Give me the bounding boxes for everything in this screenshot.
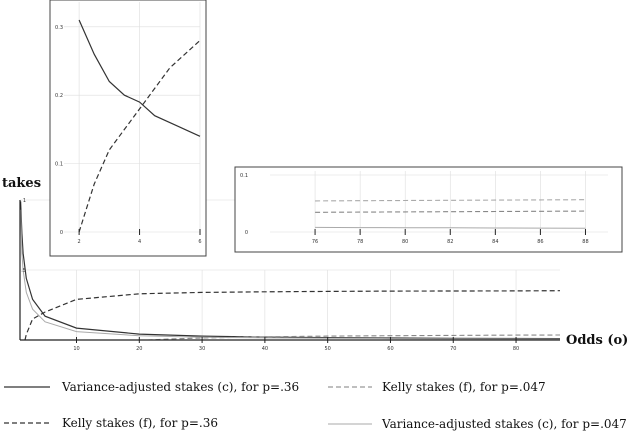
- inset-left-series: [78, 19, 201, 233]
- series-line-solid-dark: [78, 19, 201, 137]
- y-tick-label: 0: [245, 230, 248, 236]
- inset-right-chart: 76 78 80 82 84 86 88 0 0.1: [234, 166, 623, 253]
- legend-entry-f-36: Kelly stakes (f), for p=.36: [4, 416, 218, 430]
- y-tick-label: 0.2: [55, 93, 63, 99]
- x-tick-label: 50: [324, 346, 330, 352]
- x-tick-label: 80: [513, 346, 519, 352]
- inset-left-chart: 2 4 6 0 0.1 0.2 0.3: [49, 0, 207, 257]
- series-line-solid-light: [315, 226, 586, 229]
- y-axis-label: takes: [2, 176, 41, 191]
- y-tick-label: 0.1: [55, 162, 63, 168]
- x-tick-label: 78: [357, 239, 363, 245]
- x-tick-label: 60: [387, 346, 393, 352]
- inset-right-frame: [234, 166, 623, 253]
- legend-entry-c-36: Variance-adjusted stakes (c), for p=.36: [4, 380, 299, 394]
- main-y-ticks: 1.5: [21, 198, 26, 274]
- x-tick-label: 82: [447, 239, 453, 245]
- y-tick-label: 0: [60, 230, 63, 236]
- series-line-solid-dark: [20, 201, 561, 340]
- legend: Variance-adjusted stakes (c), for p=.36 …: [4, 380, 627, 431]
- inset-left-grid: [64, 2, 201, 233]
- x-tick-label: 20: [136, 346, 142, 352]
- x-tick-label: 4: [138, 239, 141, 245]
- legend-label-f-36: Kelly stakes (f), for p=.36: [62, 416, 218, 430]
- x-tick-label: 6: [198, 239, 201, 245]
- inset-right-series: [315, 199, 586, 229]
- x-tick-label: 76: [312, 239, 318, 245]
- main-series: [20, 201, 561, 341]
- inset-right-grid: [270, 171, 608, 233]
- series-line-dashed-dark: [24, 290, 561, 341]
- inset-left-ticks: 2 4 6 0 0.1 0.2 0.3: [55, 25, 202, 245]
- x-tick-label: 2: [78, 239, 81, 245]
- series-line-dashed-dark: [78, 40, 201, 233]
- y-tick-label: 0.1: [240, 173, 248, 179]
- legend-label-c-36: Variance-adjusted stakes (c), for p=.36: [61, 380, 299, 394]
- series-line-dashed-light2: [315, 199, 586, 202]
- x-tick-label: 70: [450, 346, 456, 352]
- x-tick-label: 80: [402, 239, 408, 245]
- series-line-solid-light: [20, 209, 561, 340]
- series-line-dashed-light: [147, 334, 561, 341]
- x-tick-label: 86: [537, 239, 543, 245]
- x-tick-label: 40: [262, 346, 268, 352]
- main-chart: 10 20 30 40 50 60 70 80 1.5 takes Odds (o): [2, 176, 628, 352]
- legend-label-c-047: Variance-adjusted stakes (c), for p=.047: [381, 417, 627, 431]
- y-tick-label: 0.3: [55, 25, 63, 31]
- x-tick-label: 84: [492, 239, 498, 245]
- y-tick-label: .5: [21, 268, 26, 274]
- legend-entry-c-047: Variance-adjusted stakes (c), for p=.047: [328, 417, 627, 431]
- x-tick-label: 30: [199, 346, 205, 352]
- y-tick-label: 1: [23, 198, 26, 204]
- legend-label-f-047: Kelly stakes (f), for p=.047: [382, 380, 546, 394]
- x-tick-label: 88: [582, 239, 588, 245]
- x-tick-label: 10: [73, 346, 79, 352]
- x-axis-label: Odds (o): [566, 333, 628, 348]
- legend-entry-f-047: Kelly stakes (f), for p=.047: [328, 380, 546, 394]
- series-line-dashed-light: [315, 210, 586, 213]
- inset-left-frame: [49, 0, 207, 257]
- main-x-ticks: 10 20 30 40 50 60 70 80: [73, 337, 519, 352]
- inset-right-ticks: 76 78 80 82 84 86 88 0 0.1: [240, 173, 589, 245]
